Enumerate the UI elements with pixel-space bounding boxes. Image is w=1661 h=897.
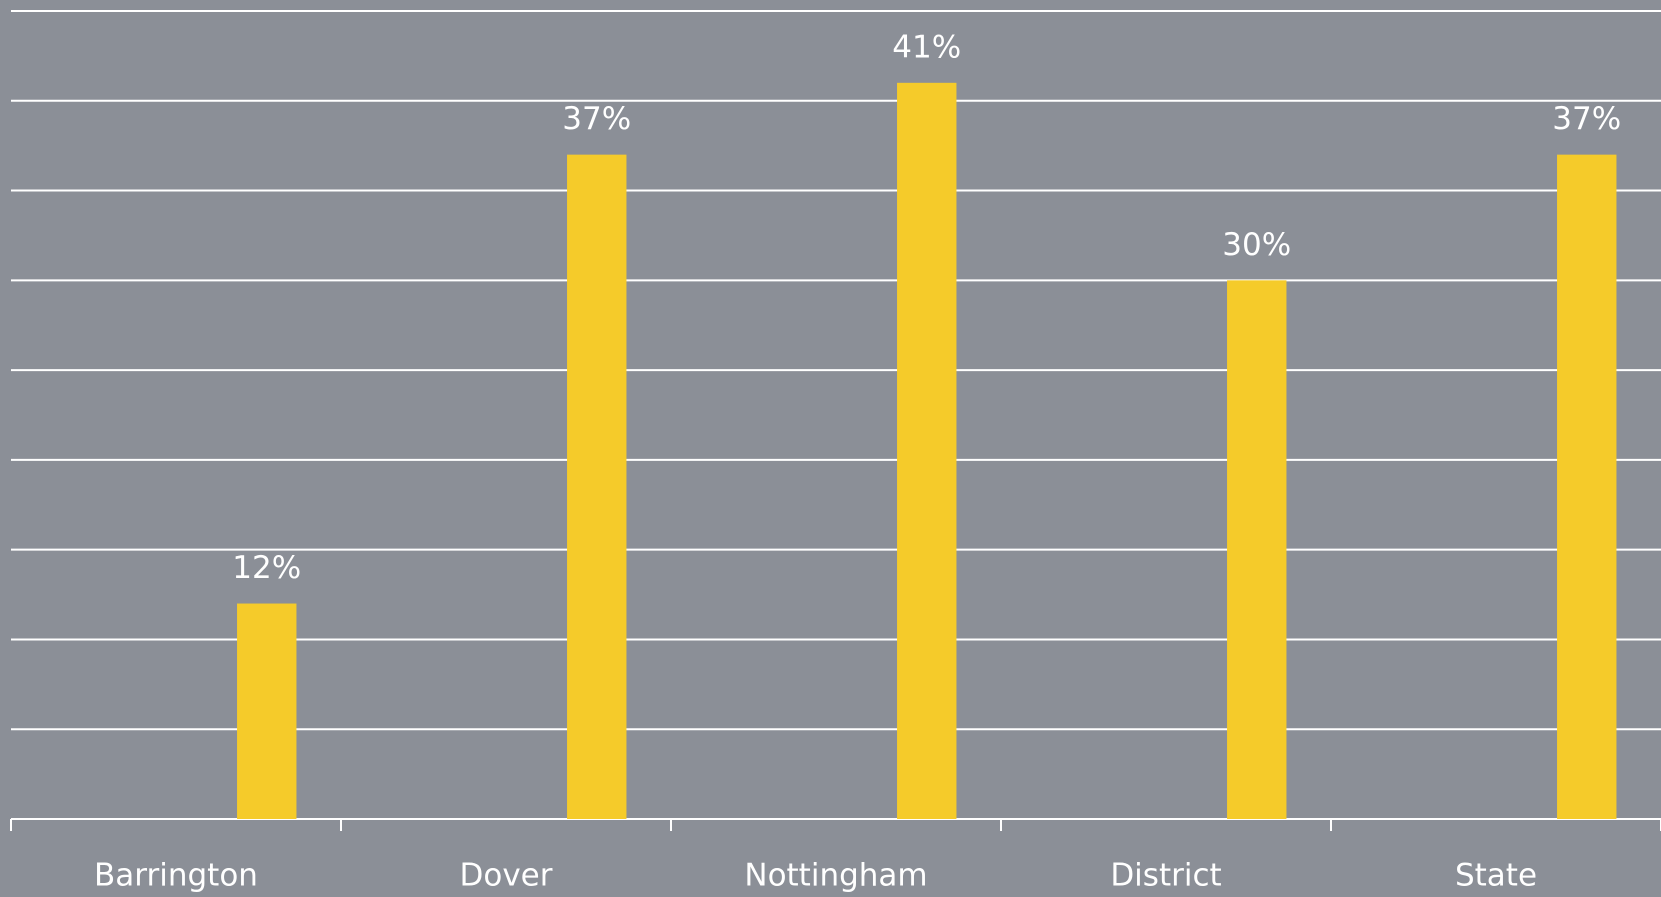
data-label: 41% bbox=[892, 29, 961, 65]
data-label: 12% bbox=[232, 550, 301, 586]
data-label: 37% bbox=[562, 101, 631, 137]
x-tick-label: State bbox=[1455, 858, 1537, 894]
x-tick-label: Nottingham bbox=[744, 858, 927, 894]
x-tick-label: Dover bbox=[460, 858, 553, 894]
data-label: 30% bbox=[1222, 227, 1291, 263]
bar bbox=[1557, 154, 1617, 820]
data-label: 37% bbox=[1552, 101, 1621, 137]
bar bbox=[567, 154, 627, 820]
x-tick-label: District bbox=[1110, 858, 1221, 894]
bar bbox=[897, 82, 957, 820]
bar bbox=[1227, 280, 1287, 819]
bar bbox=[237, 603, 297, 819]
x-tick-label: Barrington bbox=[94, 858, 258, 894]
